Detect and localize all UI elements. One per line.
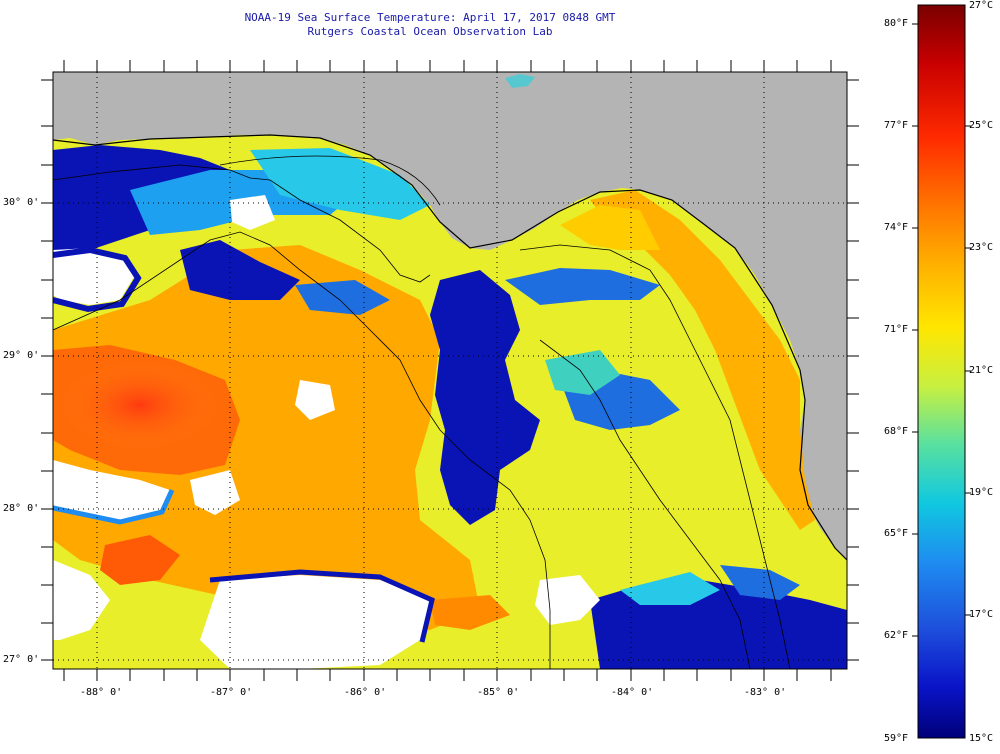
colorbar-f-label-80: 80°F (884, 18, 909, 29)
color-bar (912, 4, 971, 739)
coastline (53, 134, 847, 561)
map-frame (52, 71, 848, 670)
lon-label-85: -85° 0' (477, 687, 520, 698)
colorbar-f-label-62: 62°F (884, 630, 909, 641)
coastal-warm-band (590, 190, 815, 530)
colorbar-c-label-15: 15°C (969, 733, 994, 744)
lat-label-30: 30° 0' (3, 197, 40, 208)
colorbar-c-label-23: 23°C (969, 242, 994, 253)
isobath-contour (53, 231, 551, 669)
colorbar-f-label-65: 65°F (884, 528, 909, 539)
map-subtitle: Rutgers Coastal Ocean Observation Lab (307, 25, 553, 38)
lon-label-86: -86° 0' (344, 687, 387, 698)
cold-water-tongue (430, 270, 540, 525)
colorbar-f-label-59: 59°F (884, 733, 909, 744)
bay-inlet (505, 74, 535, 88)
lat-label-27: 27° 0' (3, 654, 40, 665)
land-mass (53, 72, 847, 560)
lon-label-83: -83° 0' (744, 687, 787, 698)
colorbar-f-label-68: 68°F (884, 426, 909, 437)
colorbar-c-label-21: 21°C (969, 365, 994, 376)
colorbar-f-label-74: 74°F (884, 222, 909, 233)
colorbar-c-label-17: 17°C (969, 609, 994, 620)
colorbar-c-label-25: 25°C (969, 120, 994, 131)
colorbar-f-label-71: 71°F (884, 324, 909, 335)
lat-label-29: 29° 0' (3, 350, 40, 361)
colorbar-c-label-27: 27°C (969, 0, 994, 11)
lat-label-28: 28° 0' (3, 503, 40, 514)
map-title: NOAA-19 Sea Surface Temperature: April 1… (244, 11, 616, 24)
lon-label-84: -84° 0' (611, 687, 654, 698)
cloud-mask (53, 248, 135, 305)
lon-label-87: -87° 0' (210, 687, 253, 698)
colorbar-f-label-77: 77°F (884, 120, 909, 131)
lon-label-88: -88° 0' (80, 687, 123, 698)
colorbar-c-label-19: 19°C (969, 487, 994, 498)
axis-ticks (41, 60, 859, 681)
warm-water-region (53, 245, 480, 630)
map-area (53, 72, 847, 669)
